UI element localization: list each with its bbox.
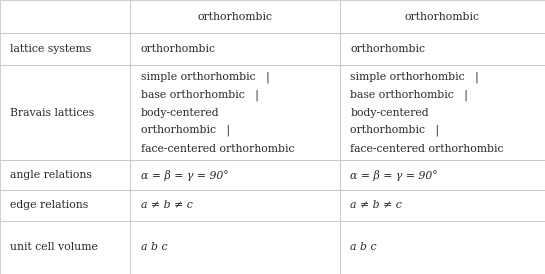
Text: body-centered: body-centered <box>350 108 429 118</box>
Text: orthorhombic: orthorhombic <box>405 12 480 22</box>
Text: a b c: a b c <box>141 242 167 252</box>
Bar <box>0 33 130 65</box>
Text: orthorhombic: orthorhombic <box>197 12 272 22</box>
Bar <box>130 221 340 274</box>
Text: lattice systems: lattice systems <box>10 44 91 54</box>
Text: edge relations: edge relations <box>10 201 88 210</box>
Text: orthorhombic: orthorhombic <box>350 44 426 54</box>
Bar <box>0 65 130 160</box>
Bar <box>340 221 545 274</box>
Bar <box>130 190 340 221</box>
Text: orthorhombic   |: orthorhombic | <box>350 125 440 136</box>
Text: body-centered: body-centered <box>141 108 219 118</box>
Bar <box>0 221 130 274</box>
Bar <box>130 33 340 65</box>
Bar <box>0 160 130 190</box>
Text: unit cell volume: unit cell volume <box>10 242 98 252</box>
Text: α = β = γ = 90°: α = β = γ = 90° <box>141 170 228 181</box>
Bar <box>340 0 545 33</box>
Bar <box>0 0 130 33</box>
Text: base orthorhombic   |: base orthorhombic | <box>141 89 258 101</box>
Text: base orthorhombic   |: base orthorhombic | <box>350 89 468 101</box>
Text: simple orthorhombic   |: simple orthorhombic | <box>350 71 479 83</box>
Text: a ≠ b ≠ c: a ≠ b ≠ c <box>350 201 402 210</box>
Text: a b c: a b c <box>350 242 377 252</box>
Bar <box>0 190 130 221</box>
Text: face-centered orthorhombic: face-centered orthorhombic <box>141 144 294 154</box>
Text: Bravais lattices: Bravais lattices <box>10 108 94 118</box>
Text: orthorhombic   |: orthorhombic | <box>141 125 230 136</box>
Text: α = β = γ = 90°: α = β = γ = 90° <box>350 170 438 181</box>
Bar <box>130 65 340 160</box>
Text: a ≠ b ≠ c: a ≠ b ≠ c <box>141 201 192 210</box>
Text: angle relations: angle relations <box>10 170 92 180</box>
Bar <box>130 160 340 190</box>
Bar <box>340 160 545 190</box>
Text: face-centered orthorhombic: face-centered orthorhombic <box>350 144 504 154</box>
Bar <box>340 190 545 221</box>
Text: orthorhombic: orthorhombic <box>141 44 216 54</box>
Bar <box>340 65 545 160</box>
Bar <box>130 0 340 33</box>
Bar <box>340 33 545 65</box>
Text: simple orthorhombic   |: simple orthorhombic | <box>141 71 269 83</box>
